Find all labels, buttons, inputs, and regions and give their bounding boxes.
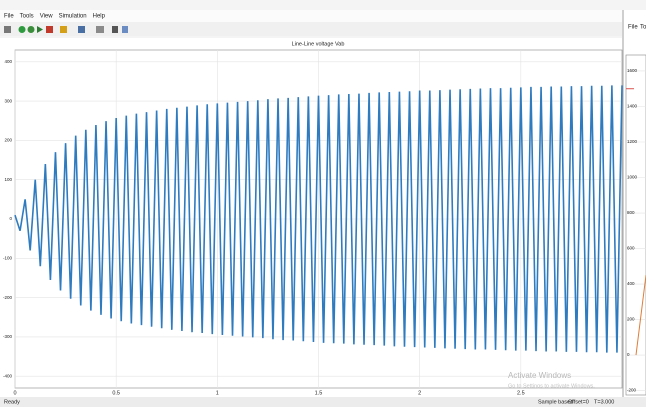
icon[interactable]	[60, 26, 67, 33]
y-tick-label: 0	[9, 216, 12, 221]
x-tick-label: 0	[13, 390, 16, 396]
x-tick-label: 1	[216, 390, 219, 396]
status-time: T=3.000	[594, 399, 614, 405]
status-offset: Offset=0	[568, 399, 589, 405]
y-tick-label: 600	[627, 246, 635, 251]
side-menu-item[interactable]: To	[640, 25, 646, 31]
menu-bar	[0, 10, 622, 22]
icon[interactable]	[18, 26, 26, 33]
x-tick-label: 0.5	[112, 390, 120, 396]
y-tick-label: -200	[627, 388, 637, 393]
y-tick-label: 0	[627, 352, 630, 357]
icon[interactable]	[122, 26, 128, 33]
series-line	[14, 85, 623, 353]
y-tick-label: 1400	[627, 104, 638, 109]
x-tick-label: 2	[418, 390, 421, 396]
toolbar	[0, 22, 622, 36]
y-tick-label: -200	[3, 295, 13, 300]
menu-item[interactable]: View	[40, 14, 54, 20]
menu-item[interactable]: Tools	[20, 14, 34, 20]
y-tick-label: -100	[3, 255, 13, 260]
y-tick-label: 1200	[627, 139, 638, 144]
x-tick-label: 2.5	[517, 390, 525, 396]
status-left: Ready	[4, 399, 20, 405]
series-line	[635, 275, 646, 356]
y-tick-label: 100	[4, 177, 12, 182]
y-tick-label: 800	[627, 210, 635, 215]
y-tick-label: 1600	[627, 68, 638, 73]
icon[interactable]	[46, 26, 53, 33]
x-tick-label: 1.5	[315, 390, 323, 396]
icon[interactable]	[37, 26, 43, 33]
icon[interactable]	[96, 26, 104, 33]
chart-title: Line-Line voltage Vab	[292, 41, 345, 47]
y-tick-label: -400	[3, 373, 13, 378]
watermark-title: Activate Windows	[508, 371, 571, 380]
menu-group: File Tools View Simulation Help	[4, 14, 106, 20]
y-tick-label: 400	[627, 281, 635, 286]
menu-item[interactable]: File	[4, 14, 14, 20]
menu-item[interactable]: Simulation	[59, 14, 87, 20]
watermark-subtitle: Go to Settings to activate Windows.	[508, 383, 595, 389]
menu-item[interactable]: Help	[93, 14, 106, 20]
icon[interactable]	[112, 26, 118, 33]
status-sample: Sample based	[538, 399, 573, 405]
icon[interactable]	[4, 26, 11, 33]
toolbar-icons	[4, 26, 128, 33]
status-bar	[0, 397, 646, 407]
side-menu-item[interactable]: File	[628, 25, 638, 31]
icon[interactable]	[78, 26, 85, 33]
y-tick-label: 1000	[627, 175, 638, 180]
y-tick-label: 400	[4, 59, 12, 64]
icon[interactable]	[27, 26, 35, 33]
y-tick-label: 300	[4, 98, 12, 103]
y-tick-label: 200	[4, 138, 12, 143]
plot-area	[625, 54, 646, 396]
y-tick-label: 200	[627, 317, 635, 322]
y-tick-label: -300	[3, 334, 13, 339]
